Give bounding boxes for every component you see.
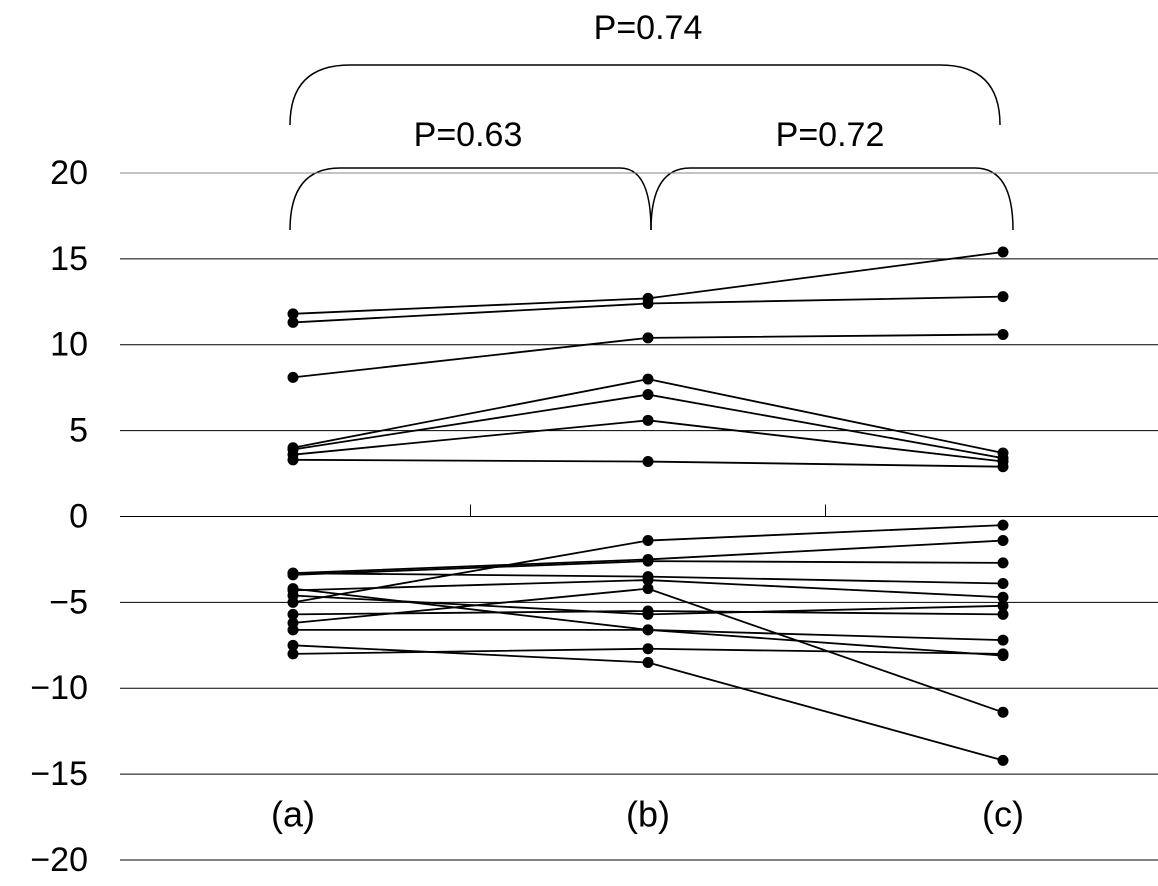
point bbox=[997, 291, 1009, 303]
point bbox=[997, 591, 1009, 603]
point bbox=[997, 634, 1009, 646]
point bbox=[642, 298, 654, 310]
point bbox=[997, 754, 1009, 766]
y-tick-label: 15 bbox=[50, 240, 88, 278]
y-tick-label: 20 bbox=[50, 154, 88, 192]
point bbox=[997, 519, 1009, 531]
point bbox=[287, 316, 299, 328]
point bbox=[287, 624, 299, 636]
x-tick-label: (b) bbox=[626, 794, 670, 835]
point bbox=[997, 650, 1009, 662]
point bbox=[287, 608, 299, 620]
point bbox=[997, 535, 1009, 547]
point bbox=[287, 583, 299, 595]
point bbox=[642, 555, 654, 567]
p-value: P=0.74 bbox=[594, 9, 703, 47]
point bbox=[997, 557, 1009, 569]
y-tick-label: −10 bbox=[30, 669, 88, 707]
point bbox=[642, 332, 654, 344]
x-tick-label: (c) bbox=[982, 794, 1024, 835]
point bbox=[642, 574, 654, 586]
bracket bbox=[289, 167, 652, 231]
point bbox=[642, 643, 654, 655]
point bbox=[997, 246, 1009, 258]
point bbox=[997, 600, 1009, 612]
y-tick-label: −20 bbox=[30, 841, 88, 879]
point bbox=[642, 624, 654, 636]
point bbox=[642, 456, 654, 468]
bracket bbox=[289, 64, 1001, 126]
y-tick-label: 5 bbox=[69, 412, 88, 450]
p-value: P=0.63 bbox=[414, 116, 523, 154]
point bbox=[997, 706, 1009, 718]
point bbox=[997, 577, 1009, 589]
point bbox=[287, 567, 299, 579]
y-tick-label: −5 bbox=[49, 583, 88, 621]
point bbox=[997, 461, 1009, 473]
point bbox=[642, 656, 654, 668]
point bbox=[997, 608, 1009, 620]
point bbox=[287, 639, 299, 651]
point bbox=[642, 373, 654, 385]
y-tick-label: −15 bbox=[30, 755, 88, 793]
point bbox=[642, 535, 654, 547]
point bbox=[642, 414, 654, 426]
point bbox=[287, 371, 299, 383]
point bbox=[642, 389, 654, 401]
bracket bbox=[650, 167, 1014, 231]
point bbox=[287, 454, 299, 466]
point bbox=[287, 308, 299, 320]
x-tick-label: (a) bbox=[271, 794, 315, 835]
point bbox=[287, 648, 299, 660]
p-value: P=0.72 bbox=[776, 116, 885, 154]
y-tick-label: 0 bbox=[69, 497, 88, 535]
point bbox=[642, 605, 654, 617]
point bbox=[997, 328, 1009, 340]
point bbox=[642, 583, 654, 595]
y-tick-label: 10 bbox=[50, 326, 88, 364]
